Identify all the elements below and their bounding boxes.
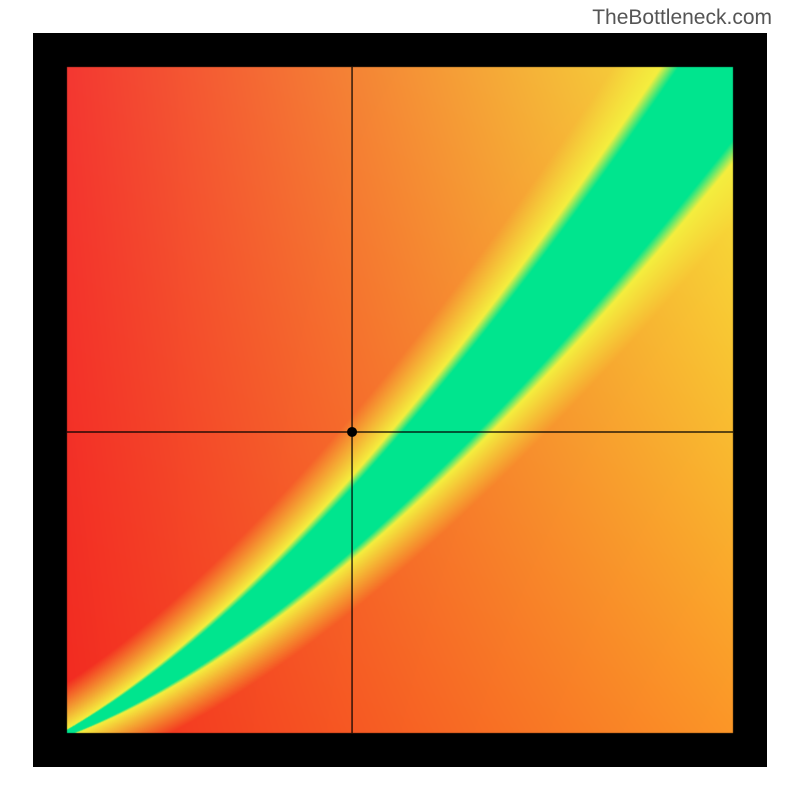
crosshair-dot xyxy=(347,427,357,437)
watermark-text: TheBottleneck.com xyxy=(592,6,772,30)
crosshair-overlay xyxy=(33,33,767,767)
chart-container: TheBottleneck.com xyxy=(0,0,800,800)
